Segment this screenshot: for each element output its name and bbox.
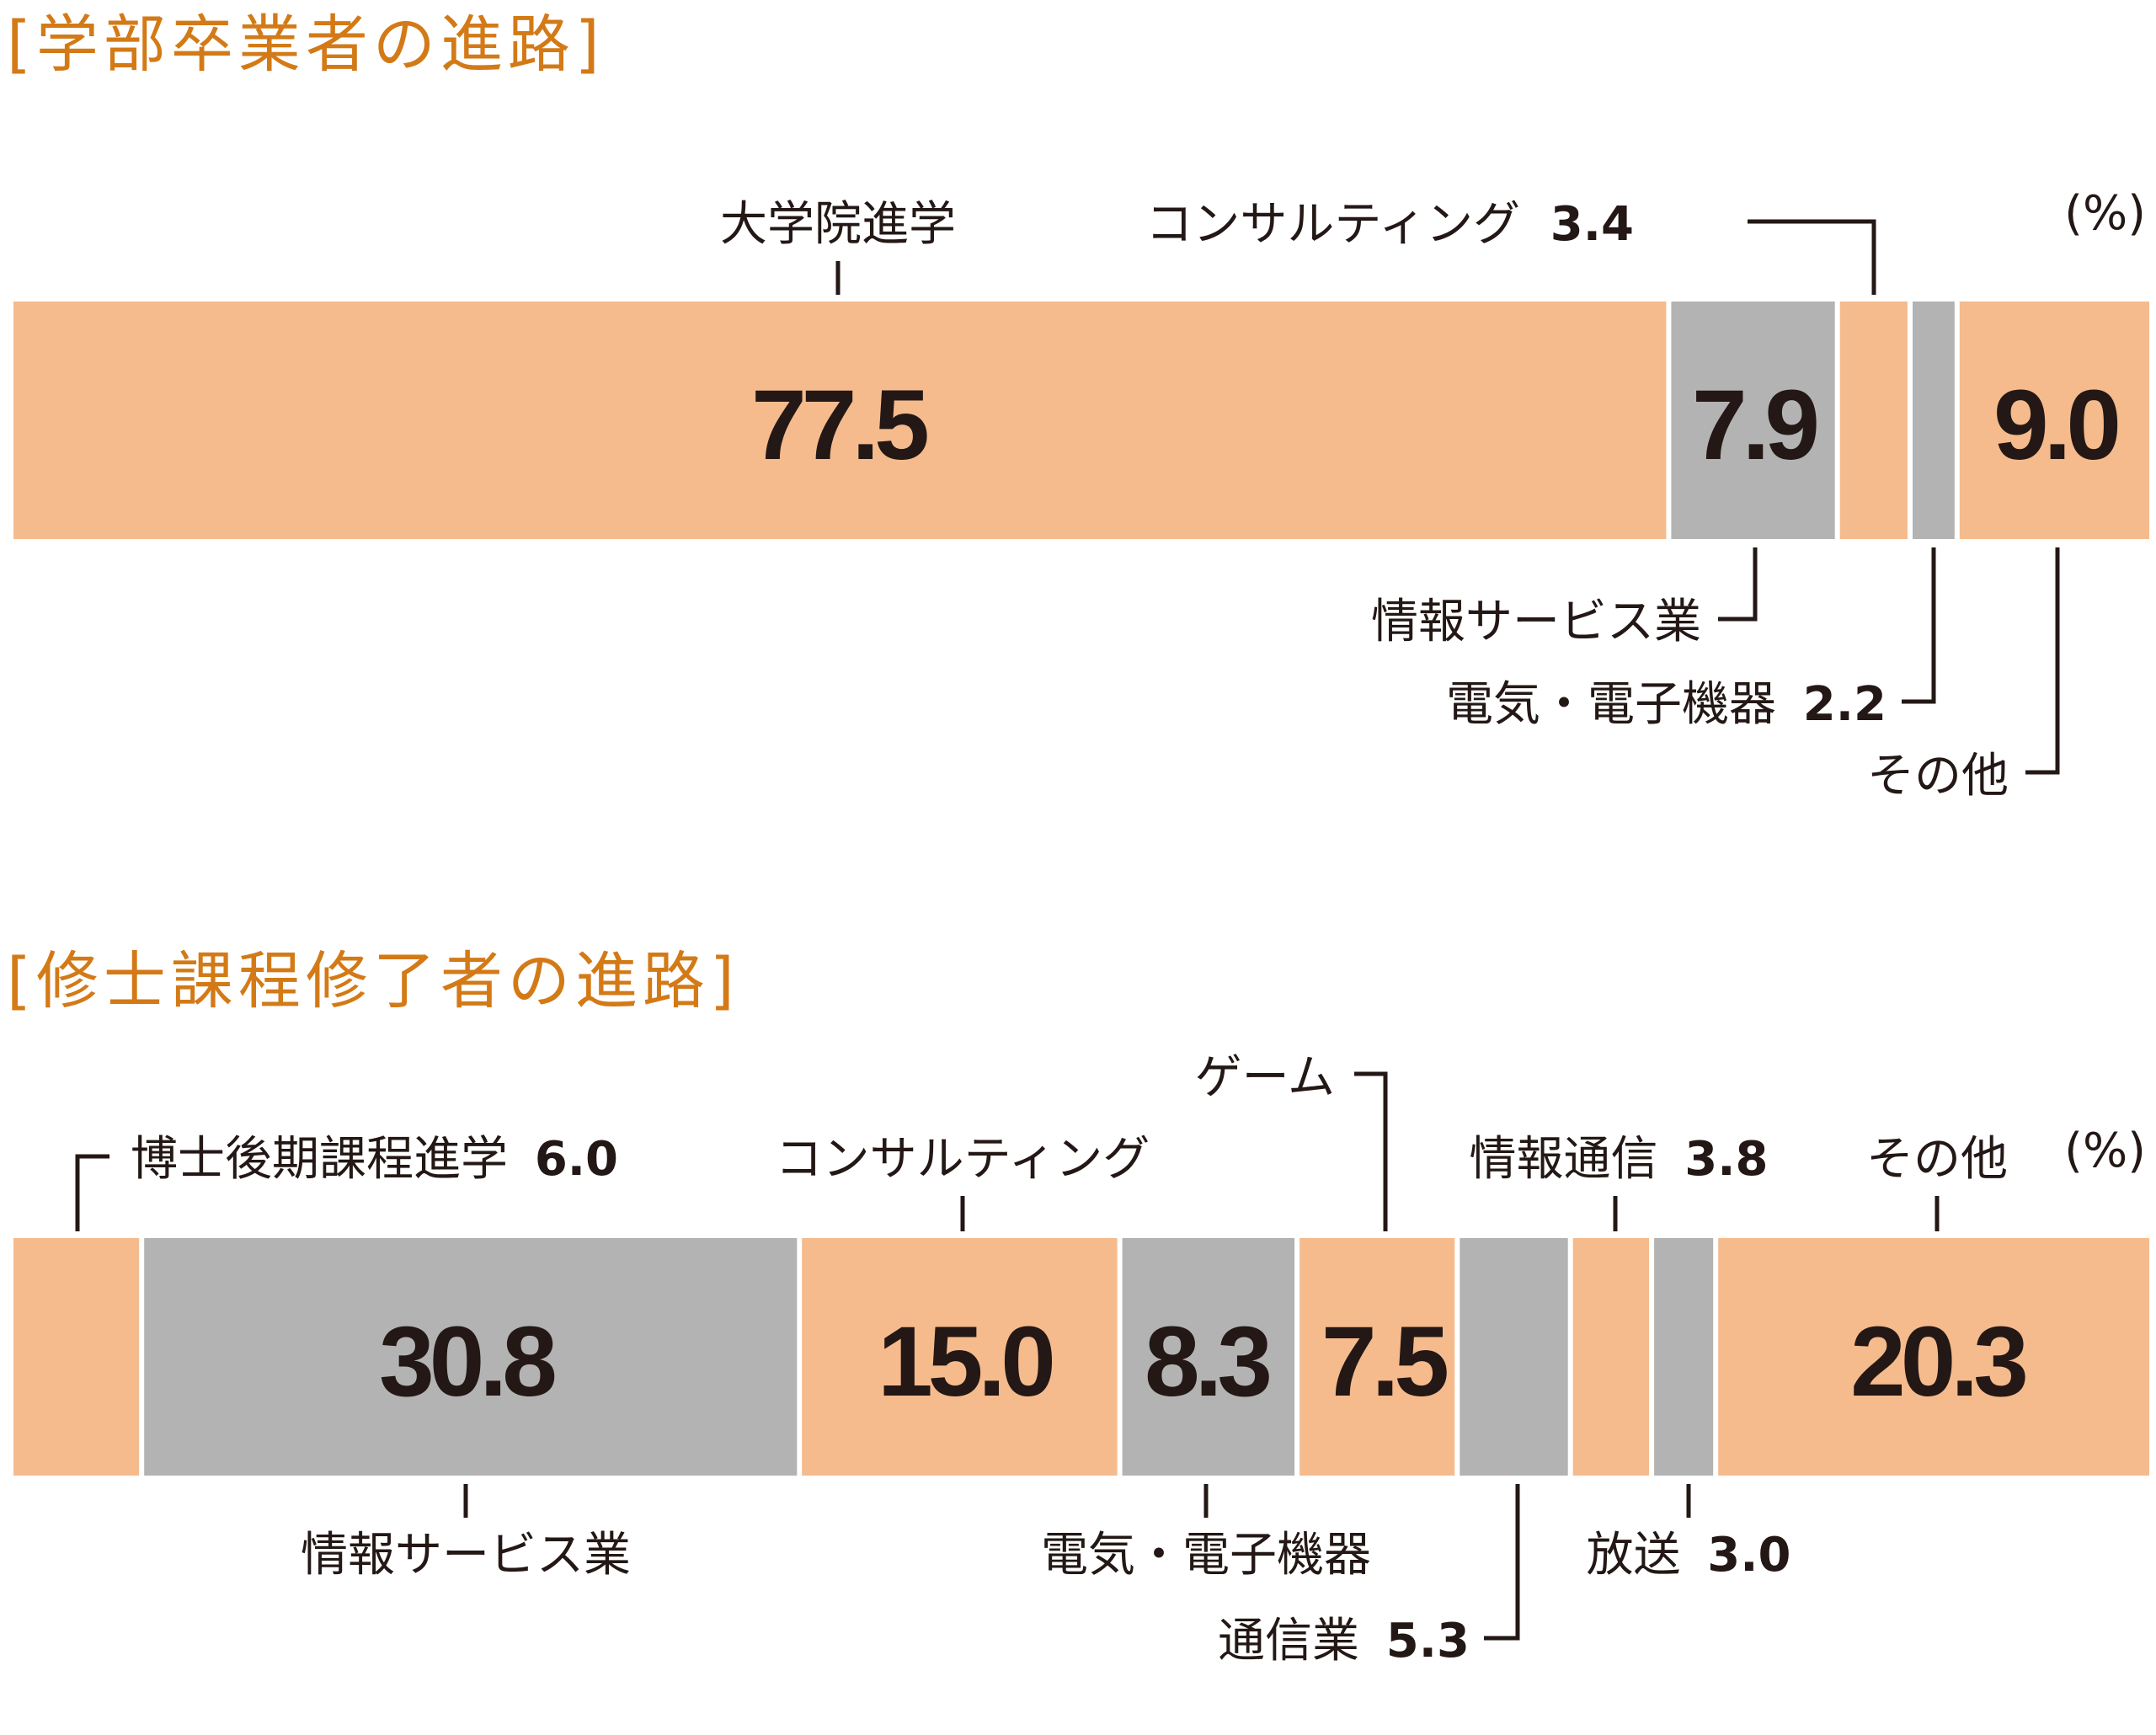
chart2-label-ict: 情報通信 3.8	[1469, 1132, 1768, 1187]
chart1-label-consulting: コンサルティング 3.4	[1145, 197, 1634, 252]
chart2-value-info-service: 30.8	[379, 1306, 554, 1417]
chart2-label-broadcast-value: 3.0	[1707, 1528, 1790, 1583]
chart1-bars	[13, 302, 2149, 539]
chart2-bar-doctoral	[13, 1238, 140, 1476]
chart2-label-telecom-name: 通信業	[1218, 1614, 1359, 1668]
chart2-bar-game	[1299, 1238, 1455, 1476]
chart2-value-other: 20.3	[1850, 1306, 2025, 1417]
chart2-label-telecom-value: 5.3	[1386, 1614, 1470, 1668]
chart2-label-ict-name: 情報通信	[1469, 1132, 1657, 1187]
chart1-label-consulting-name: コンサルティング	[1145, 197, 1520, 252]
chart2-value-electric: 8.3	[1145, 1306, 1269, 1417]
chart2-label-broadcast-name: 放送	[1586, 1528, 1680, 1583]
chart2-label-doctoral: 博士後期課程進学 6.0	[131, 1132, 618, 1187]
chart2-bars	[13, 1238, 2149, 1476]
chart1-label-info-service: 情報サービス業	[1371, 595, 1701, 649]
chart2-label-game: ゲーム	[1195, 1050, 1335, 1105]
chart1-label-electric-value: 2.2	[1803, 677, 1886, 732]
chart2-unit: (%)	[2064, 1124, 2146, 1178]
chart1-label-grad-school: 大学院進学	[720, 197, 956, 252]
chart2-bar-info-service	[144, 1238, 798, 1476]
chart1-bar-grad-school	[13, 302, 1667, 539]
chart1-label-consulting-value: 3.4	[1550, 197, 1634, 252]
chart2-label-doctoral-value: 6.0	[535, 1132, 618, 1187]
chart2-bar-broadcast	[1654, 1238, 1714, 1476]
chart2-bar-telecom	[1460, 1238, 1568, 1476]
chart2-bar-other	[1718, 1238, 2149, 1476]
chart2-bar-electric	[1122, 1238, 1295, 1476]
chart1-title: [学部卒業者の進路]	[7, 8, 605, 81]
chart2-label-consulting: コンサルティング	[776, 1132, 1150, 1187]
chart1-label-electric: 電気・電子機器 2.2	[1446, 677, 1886, 732]
chart1-bar-info-service	[1671, 302, 1835, 539]
chart1-bar-other	[1959, 302, 2149, 539]
chart1-value-grad-school: 77.5	[751, 370, 927, 481]
chart1-bar-electric	[1913, 302, 1955, 539]
chart2-label-electric: 電気・電子機器	[1041, 1528, 1371, 1583]
chart2-bar-ict	[1572, 1238, 1650, 1476]
chart1-label-electric-name: 電気・電子機器	[1446, 677, 1776, 732]
chart1-unit: (%)	[2064, 186, 2146, 241]
chart1-bar-consulting	[1839, 302, 1908, 539]
chart1-label-other: その他	[1867, 749, 2009, 803]
chart1-value-info-service: 7.9	[1692, 370, 1817, 481]
chart2-label-ict-value: 3.8	[1684, 1132, 1768, 1187]
chart2-value-consulting: 15.0	[878, 1306, 1052, 1417]
chart2-value-game: 7.5	[1321, 1306, 1447, 1417]
chart2-label-telecom: 通信業 5.3	[1218, 1614, 1470, 1668]
chart2-title: [修士課程修了者の進路]	[7, 945, 739, 1017]
chart2-label-doctoral-name: 博士後期課程進学	[131, 1132, 508, 1187]
chart2-bar-consulting	[802, 1238, 1118, 1476]
chart2-label-broadcast: 放送 3.0	[1586, 1528, 1790, 1583]
chart2-label-other: その他	[1866, 1132, 2008, 1187]
chart1-value-other: 9.0	[1993, 370, 2117, 481]
chart2-label-info-service: 情報サービス業	[301, 1528, 631, 1583]
